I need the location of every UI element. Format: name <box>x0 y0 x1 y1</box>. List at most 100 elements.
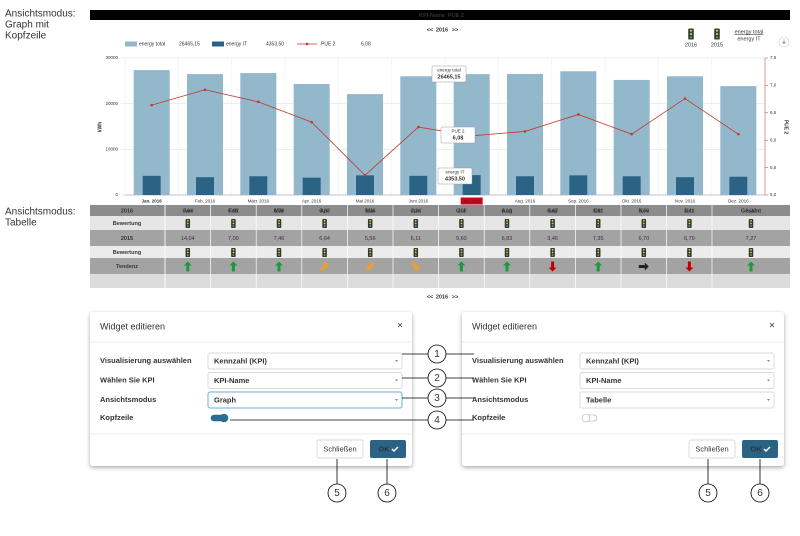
y-tick-label: 10000 <box>105 147 118 152</box>
icon-lamp <box>715 32 719 36</box>
icon-lamp <box>186 248 189 251</box>
select-box[interactable] <box>207 372 403 389</box>
table-cell: 6,16 <box>502 208 513 214</box>
icon-lamp <box>232 251 235 254</box>
close-button[interactable] <box>688 439 736 459</box>
traffic-light-icon <box>231 248 236 257</box>
traffic-light-icon <box>595 219 601 228</box>
icon-lamp <box>414 225 417 228</box>
year-toggle: 2015 <box>711 42 723 48</box>
icon-lamp <box>460 225 463 228</box>
x-tick-label: Dez. 2016 <box>728 198 749 203</box>
traffic-light-icon <box>459 248 464 257</box>
trend-arrow <box>594 261 603 272</box>
select-value: Kennzahl (KPI) <box>586 356 639 365</box>
callout-number: 1 <box>434 349 440 360</box>
bar <box>667 76 703 195</box>
caption: Tabelle <box>5 218 37 229</box>
header-title: KPI-Name <box>419 13 445 19</box>
table-cell: 6,24 <box>410 208 421 214</box>
table-cell: 9,60 <box>456 236 467 242</box>
pue-point <box>363 173 367 177</box>
table-header-cell: Okt <box>594 208 603 214</box>
nav-year: 2016 <box>436 27 448 33</box>
callout-number: 5 <box>705 488 711 499</box>
icon-lamp <box>689 29 693 32</box>
icon-lamp <box>688 225 691 228</box>
select-box[interactable] <box>579 352 775 370</box>
trend-arrow <box>638 262 649 271</box>
select-box[interactable] <box>579 391 775 409</box>
x-tick-label: Okt. 2016 <box>622 198 642 203</box>
table-header-cell: Mär <box>274 208 285 214</box>
callout-circle <box>427 344 447 364</box>
ok-button[interactable] <box>742 440 778 458</box>
y2-tick-label: 6,5 <box>770 110 777 115</box>
traffic-light-icon <box>367 248 373 257</box>
table-cell: 6,64 <box>319 236 330 242</box>
download-icon <box>782 39 786 44</box>
table-row <box>90 216 790 230</box>
icon-lamp <box>597 225 600 228</box>
pue-point <box>737 132 740 136</box>
icon-lamp <box>750 222 752 225</box>
traffic-light-icon <box>504 248 510 257</box>
toggle-knob <box>219 413 229 423</box>
icon-lamp <box>369 251 372 254</box>
icon-lamp <box>506 219 508 222</box>
table-cell: 3,46 <box>547 236 558 242</box>
pue-point <box>630 132 633 136</box>
traffic-light-icon <box>367 219 373 228</box>
icon-lamp <box>186 254 189 257</box>
bar <box>613 79 650 195</box>
table-cell: 6,47 <box>547 208 558 214</box>
select-caret <box>395 399 398 401</box>
tooltip-text: 4353,50 <box>445 176 465 182</box>
table-cell: 6,33 <box>319 208 330 214</box>
series-toggle: energy total <box>735 29 764 35</box>
bar <box>560 71 597 195</box>
x-tick-label: Nov. 2016 <box>675 198 696 203</box>
bar <box>293 84 330 195</box>
table-row-label: 2015 <box>121 236 133 242</box>
select-box[interactable] <box>207 391 403 409</box>
tooltip-box <box>440 126 476 144</box>
table-cell: 14,04 <box>181 236 195 242</box>
bar <box>400 76 437 195</box>
icon-lamp <box>642 219 645 222</box>
callout-circle <box>698 483 718 503</box>
tooltip-title: PUE 2 <box>451 129 465 134</box>
tooltip-box <box>437 167 473 185</box>
icon-lamp <box>597 254 600 257</box>
table-header-cell: Apr <box>320 208 330 214</box>
x-tick-label: März 2016 <box>248 198 270 203</box>
pue-point <box>310 120 313 124</box>
trend-arrow <box>229 261 238 272</box>
select-box[interactable] <box>207 352 403 370</box>
icon-lamp <box>597 219 600 222</box>
icon-lamp <box>750 248 752 251</box>
y2-tick-label: 7,0 <box>770 83 777 88</box>
traffic-light-icon <box>687 248 692 257</box>
trend-arrow <box>365 262 374 272</box>
icon-lamp <box>642 251 645 254</box>
legend-value: 4353,50 <box>266 42 284 48</box>
pue-point <box>577 113 580 116</box>
ok-check <box>763 446 771 453</box>
select-box[interactable] <box>579 372 775 389</box>
select-caret <box>395 379 398 382</box>
trend-arrow <box>548 261 557 272</box>
icon-lamp <box>460 248 463 251</box>
bar <box>249 176 268 195</box>
table-header-cell: Gesamt <box>741 208 761 214</box>
y-axis-label: kWh <box>97 122 103 133</box>
ok-button[interactable] <box>370 440 406 458</box>
callout-circle <box>750 483 770 503</box>
y2-tick-label: 5,5 <box>770 165 777 170</box>
close-button[interactable] <box>316 439 364 459</box>
icon-lamp <box>369 248 372 251</box>
select-caret <box>767 399 770 401</box>
x-tick-label: Jan. 2016 <box>142 198 163 203</box>
y2-tick-label: 5,0 <box>770 192 777 197</box>
icon-lamp <box>460 219 463 222</box>
